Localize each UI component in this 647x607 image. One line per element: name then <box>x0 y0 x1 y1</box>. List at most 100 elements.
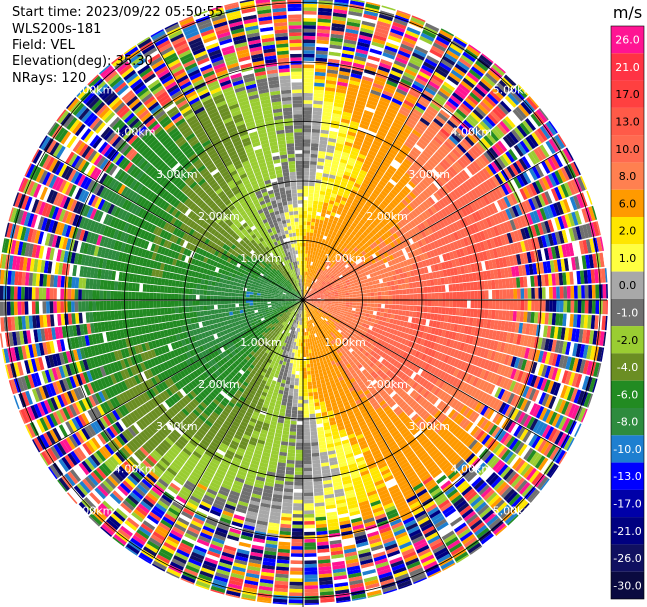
velocity-gate <box>313 297 318 299</box>
velocity-gate <box>336 139 345 145</box>
velocity-gate <box>327 295 332 298</box>
velocity-gate <box>322 276 326 280</box>
velocity-gate <box>315 263 319 268</box>
velocity-gate <box>316 286 321 290</box>
velocity-gate <box>330 255 335 260</box>
velocity-gate <box>560 258 566 272</box>
velocity-gate <box>472 272 477 282</box>
velocity-gate <box>342 297 346 300</box>
velocity-gate <box>312 107 323 112</box>
velocity-gate <box>324 264 328 269</box>
velocity-gate <box>416 287 421 294</box>
velocity-gate <box>326 236 331 242</box>
velocity-gate <box>420 167 429 176</box>
velocity-gate <box>327 144 335 150</box>
velocity-gate <box>305 289 307 294</box>
velocity-gate <box>427 185 436 194</box>
velocity-gate <box>335 301 339 304</box>
velocity-gate <box>425 218 433 227</box>
velocity-gate <box>309 276 312 280</box>
velocity-gate <box>329 288 334 291</box>
velocity-gate <box>452 37 467 48</box>
velocity-gate <box>403 272 408 278</box>
velocity-gate <box>370 89 382 97</box>
velocity-gate <box>368 314 373 319</box>
velocity-gate <box>373 271 378 277</box>
velocity-gate <box>452 284 457 292</box>
velocity-gate <box>550 155 560 169</box>
velocity-gate <box>451 148 462 159</box>
velocity-gate <box>481 207 489 218</box>
velocity-gate <box>466 203 475 214</box>
velocity-gate <box>351 147 360 154</box>
velocity-gate <box>477 103 489 115</box>
velocity-gate <box>415 158 425 167</box>
velocity-gate <box>491 64 505 77</box>
velocity-gate <box>350 173 358 180</box>
velocity-gate <box>380 247 387 254</box>
velocity-gate <box>574 210 582 225</box>
velocity-gate <box>339 125 349 131</box>
velocity-gate <box>399 294 403 300</box>
velocity-gate <box>390 125 401 133</box>
velocity-gate <box>492 289 496 299</box>
velocity-gate <box>397 221 404 229</box>
velocity-gate <box>566 300 571 313</box>
velocity-gate <box>397 50 411 59</box>
velocity-gate <box>400 219 407 226</box>
velocity-gate <box>466 71 480 83</box>
velocity-gate <box>303 117 312 122</box>
velocity-gate <box>327 266 332 271</box>
velocity-gate <box>433 203 441 212</box>
velocity-gate <box>344 101 355 107</box>
velocity-gate <box>472 128 483 139</box>
velocity-gate <box>504 182 513 194</box>
velocity-gate <box>557 185 566 199</box>
velocity-gate <box>308 352 312 357</box>
velocity-gate <box>377 230 384 237</box>
velocity-gate <box>328 245 334 251</box>
velocity-gate <box>382 277 387 283</box>
velocity-gate <box>374 300 378 304</box>
velocity-gate <box>393 60 407 68</box>
velocity-gate <box>456 60 470 71</box>
velocity-gate <box>332 261 337 266</box>
velocity-gate <box>373 307 378 312</box>
velocity-gate <box>477 290 482 300</box>
velocity-gate <box>327 292 331 295</box>
velocity-gate <box>389 178 397 186</box>
velocity-gate <box>399 164 408 172</box>
velocity-gate <box>477 156 488 167</box>
velocity-gate <box>303 257 305 261</box>
velocity-gate <box>425 198 433 207</box>
velocity-gate <box>470 291 475 300</box>
velocity-gate <box>544 220 551 234</box>
velocity-gate <box>331 298 336 300</box>
velocity-gate <box>400 188 409 196</box>
velocity-gate <box>378 167 386 174</box>
velocity-gate <box>315 237 320 242</box>
velocity-gate <box>480 281 485 290</box>
velocity-gate <box>320 250 325 255</box>
velocity-gate <box>406 305 410 311</box>
velocity-gate <box>447 46 462 57</box>
velocity-gate <box>434 306 439 314</box>
velocity-gate <box>386 38 401 47</box>
velocity-gate <box>572 271 578 285</box>
velocity-gate <box>521 264 527 276</box>
velocity-gate <box>364 136 374 144</box>
velocity-gate <box>330 263 334 268</box>
velocity-gate <box>577 300 582 314</box>
velocity-gate <box>374 110 385 117</box>
velocity-gate <box>449 116 460 127</box>
velocity-gate <box>510 231 517 243</box>
velocity-gate <box>587 269 592 284</box>
velocity-gate <box>303 10 317 15</box>
velocity-gate <box>515 160 525 173</box>
velocity-gate <box>350 283 355 287</box>
velocity-gate <box>432 257 438 265</box>
velocity-gate <box>394 139 404 147</box>
velocity-gate <box>324 162 332 168</box>
velocity-gate <box>414 241 421 249</box>
velocity-gate <box>317 208 322 213</box>
